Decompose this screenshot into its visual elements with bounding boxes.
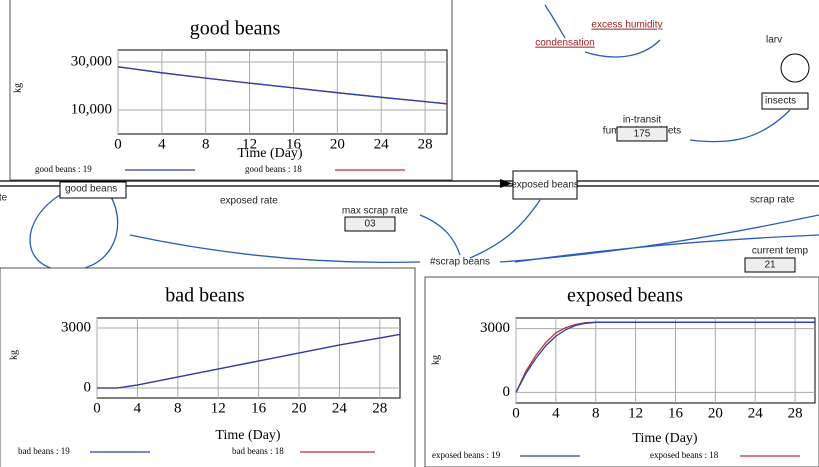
plot-area [96,317,401,399]
legend-label: exposed beans : 19 [432,450,501,460]
x-tick-label: 28 [418,136,433,152]
y-axis-label: kg [430,355,441,365]
y-axis-label: kg [12,83,23,93]
y-tick-label: 0 [503,384,511,400]
chart-title: bad beans [165,285,245,307]
x-tick-label: 12 [628,405,643,421]
x-tick-label: 20 [330,136,345,152]
y-tick-label: 3000 [480,320,510,336]
series-line [117,66,448,105]
x-tick-label: 28 [372,400,387,416]
arrow [129,234,421,264]
chart: good beans 0 4 8 12 16 20 24 28 10,000 30,000 Time … [9,0,453,181]
x-tick-label: 4 [158,136,166,152]
x-tick-label: 16 [286,136,302,152]
x-tick-label: 16 [251,400,267,416]
arrow [469,199,541,259]
x-tick-label: 12 [211,400,226,416]
x-tick-label: 8 [592,405,600,421]
diagram-label: good beans [65,184,117,195]
x-axis-label: Time (Day) [215,428,281,443]
arrow [689,109,791,143]
diagram-label: 175 [634,129,651,140]
arrow [584,39,661,58]
x-tick-label: 4 [134,400,142,416]
y-tick-label: 10,000 [71,101,112,117]
chart: bad beans 0 4 8 12 16 20 24 28 0 3000 Time (Day) kg b… [0,267,416,467]
value-box [344,216,396,232]
diagram-label: exposed beans [511,180,579,191]
legend-label: bad beans : 19 [18,446,70,456]
arrow [29,194,119,271]
arrow [419,214,461,256]
x-tick-label: 16 [668,405,684,421]
series-line [97,333,401,389]
legend-label: good beans : 19 [35,164,92,174]
diagram-label: max scrap rate [342,206,409,217]
x-tick-label: 28 [788,405,803,421]
y-tick-label: 30,000 [71,53,112,69]
x-axis-label: Time (Day) [237,146,303,161]
y-axis-label: kg [8,350,19,360]
series-line [515,321,815,393]
diagram-label: #scrap beans [430,257,490,268]
diagram-label: condensation [535,38,595,49]
legend-label: bad beans : 18 [232,446,284,456]
x-tick-label: 20 [292,400,307,416]
diagram-layout [0,4,819,271]
diagram-label: in-transit [623,115,662,126]
x-tick-label: 24 [374,136,390,152]
diagram-label: exposed rate [220,196,278,207]
x-tick-label: 8 [174,400,182,416]
diagram-label: 21 [764,260,776,271]
x-tick-label: 0 [93,400,101,416]
chart: exposed beans 0 4 8 12 16 20 24 28 0 3000 Time (Day… [424,276,819,467]
chart-title: good beans [190,18,281,40]
stock-box [59,181,127,199]
x-tick-label: 8 [202,136,210,152]
legend-label: good beans : 18 [245,164,302,174]
flow-arrow [500,179,512,188]
diagram-label: excess humidity [591,20,662,31]
arrow [544,4,566,39]
plot-area [117,49,448,135]
stock-box [512,170,578,200]
loop [780,53,810,83]
x-tick-label: 24 [332,400,348,416]
diagram-label: larv [766,35,782,46]
x-tick-label: 0 [512,405,520,421]
plot-area [515,317,816,404]
arrow [514,234,819,263]
diagram-label: 03 [364,219,376,230]
value-box [616,126,668,142]
x-tick-label: 0 [114,136,122,152]
diagram-label: current temp [752,246,809,257]
diagram-label: rate [0,193,8,204]
diagram-label: insects [765,96,796,107]
diagram-label: scrap rate [750,195,795,206]
value-box [744,257,796,273]
x-tick-label: 12 [242,136,257,152]
var-box [761,92,809,110]
x-tick-label: 24 [748,405,764,421]
x-tick-label: 4 [552,405,560,421]
x-axis-label: Time (Day) [632,431,698,446]
y-tick-label: 0 [84,379,92,395]
chart-title: exposed beans [567,285,683,307]
y-tick-label: 3000 [61,319,91,335]
x-tick-label: 20 [708,405,723,421]
legend-label: exposed beans : 18 [650,450,719,460]
